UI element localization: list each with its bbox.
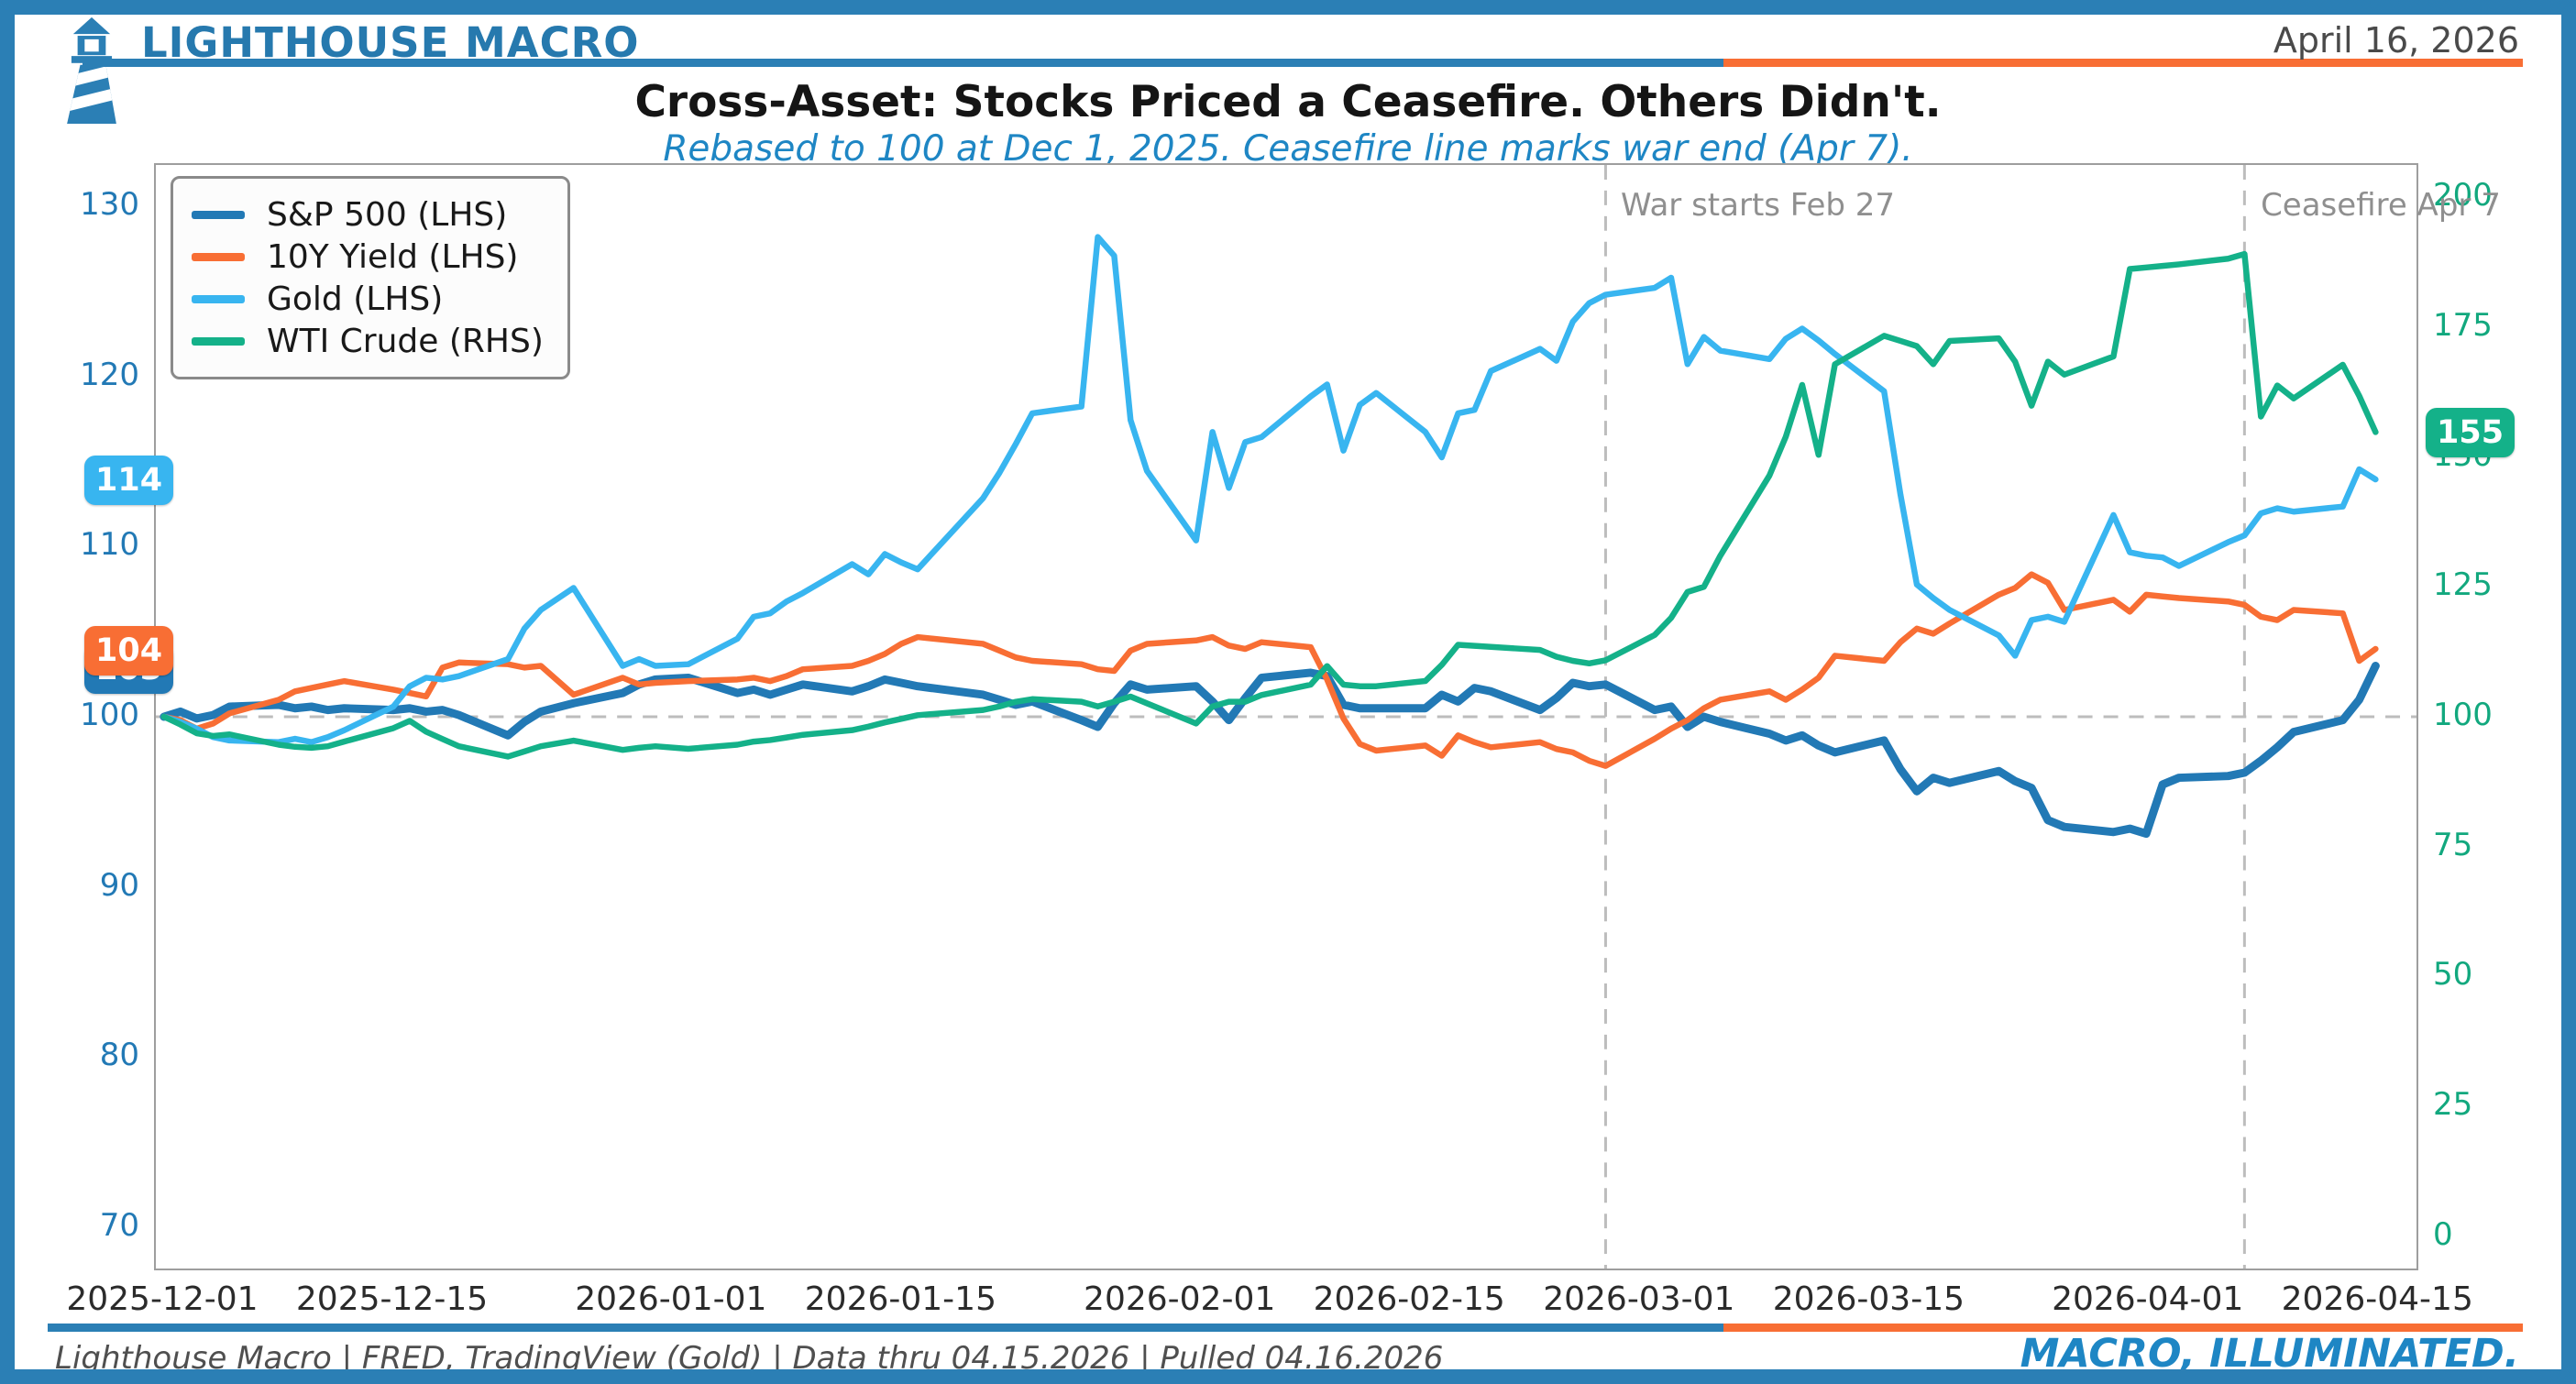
legend-item-sp500: S&P 500 (LHS) <box>192 193 544 236</box>
legend-label-sp500: S&P 500 (LHS) <box>267 195 508 234</box>
legend-label-wti-crude: WTI Crude (RHS) <box>267 322 544 360</box>
chart-subtitle: Rebased to 100 at Dec 1, 2025. Ceasefire… <box>663 128 1913 170</box>
war-start-annotation: War starts Feb 27 <box>1621 187 1896 224</box>
header-rule-orange <box>1723 59 2523 67</box>
x-axis-tick-2026-02-15: 2026-02-15 <box>1313 1280 1505 1318</box>
x-axis-tick-2026-03-01: 2026-03-01 <box>1543 1280 1735 1318</box>
value-badge-155: 155 <box>2426 408 2515 458</box>
left-axis-tick-110: 110 <box>80 526 139 564</box>
x-axis-tick-2026-01-01: 2026-01-01 <box>575 1280 767 1318</box>
ceasefire-annotation: Ceasefire Apr 7 <box>2261 187 2501 224</box>
series-line-1 <box>160 571 2379 769</box>
legend-label-gold: Gold (LHS) <box>267 280 444 318</box>
right-axis-tick-0: 0 <box>2433 1215 2453 1253</box>
x-axis-tick-2025-12-15: 2025-12-15 <box>295 1280 489 1318</box>
legend-swatch-sp500 <box>192 210 245 219</box>
report-date: April 16, 2026 <box>2273 20 2519 60</box>
series-line-0 <box>160 661 2380 839</box>
legend-swatch-wti-crude <box>192 336 245 346</box>
chart-title: Cross-Asset: Stocks Priced a Ceasefire. … <box>634 77 1942 127</box>
left-axis-tick-120: 120 <box>80 356 139 393</box>
legend-swatch-10y-yield <box>192 252 245 261</box>
right-axis-tick-25: 25 <box>2433 1085 2473 1123</box>
plot-canvas <box>156 165 2416 1269</box>
legend: S&P 500 (LHS) 10Y Yield (LHS) Gold (LHS)… <box>171 176 570 379</box>
x-axis-tick-2026-03-15: 2026-03-15 <box>1772 1280 1965 1318</box>
x-axis-tick-2026-01-15: 2026-01-15 <box>804 1280 996 1318</box>
legend-label-10y-yield: 10Y Yield (LHS) <box>267 237 519 276</box>
series-line-3 <box>160 250 2379 760</box>
footer-tagline: MACRO, ILLUMINATED. <box>2020 1331 2519 1377</box>
right-axis-tick-50: 50 <box>2433 956 2473 994</box>
legend-item-10y-yield: 10Y Yield (LHS) <box>192 236 544 278</box>
value-badge-104: 104 <box>84 625 174 676</box>
right-axis-tick-200: 200 <box>2433 177 2493 214</box>
left-axis-tick-80: 80 <box>99 1037 139 1074</box>
legend-item-wti-crude: WTI Crude (RHS) <box>192 320 544 362</box>
x-axis-tick-2026-04-15: 2026-04-15 <box>2281 1280 2473 1318</box>
right-axis-tick-175: 175 <box>2433 307 2493 345</box>
footer-rule-blue <box>48 1324 1723 1332</box>
legend-swatch-gold <box>192 294 245 303</box>
right-axis-tick-100: 100 <box>2433 697 2493 733</box>
left-axis-tick-130: 130 <box>80 186 139 224</box>
x-axis-tick-2026-02-01: 2026-02-01 <box>1084 1280 1276 1318</box>
left-axis-tick-90: 90 <box>99 866 139 904</box>
right-axis-tick-75: 75 <box>2433 826 2473 863</box>
left-axis-tick-70: 70 <box>99 1206 139 1244</box>
legend-item-gold: Gold (LHS) <box>192 278 544 320</box>
value-badge-114: 114 <box>84 456 174 506</box>
left-axis-tick-100: 100 <box>80 697 139 733</box>
x-axis-tick-2025-12-01: 2025-12-01 <box>66 1280 259 1318</box>
footer-rule-orange <box>1723 1324 2523 1332</box>
right-axis-tick-125: 125 <box>2433 566 2493 604</box>
footer-source-line: Lighthouse Macro | FRED, TradingView (Go… <box>55 1340 1444 1377</box>
x-axis-tick-2026-04-01: 2026-04-01 <box>2052 1280 2244 1318</box>
header-rule-blue <box>83 59 1723 67</box>
series-line-2 <box>160 234 2379 745</box>
